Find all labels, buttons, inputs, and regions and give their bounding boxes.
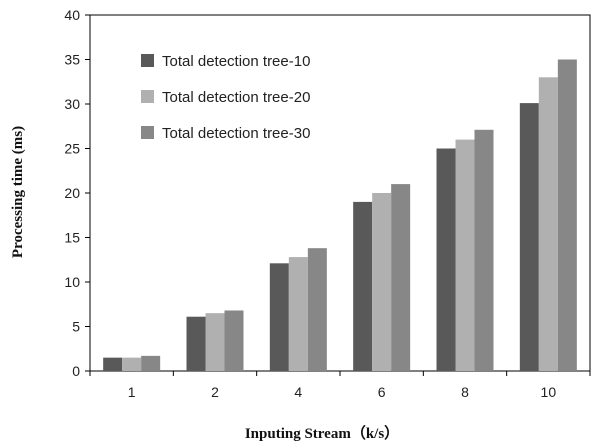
bar: [307, 248, 327, 371]
x-tick-label: 1: [128, 384, 136, 400]
bar: [103, 357, 123, 371]
legend-label: Total detection tree-20: [162, 89, 310, 106]
bar: [391, 184, 411, 371]
y-tick-label: 30: [64, 96, 80, 112]
bar: [474, 129, 494, 371]
y-tick-label: 10: [64, 274, 80, 290]
bar: [186, 316, 206, 371]
x-tick-label: 2: [211, 384, 219, 400]
y-tick-label: 20: [64, 185, 80, 201]
x-tick-label: 4: [294, 384, 302, 400]
bars: [103, 59, 577, 372]
bar: [436, 148, 456, 371]
bar: [353, 201, 373, 371]
y-tick-label: 25: [64, 141, 80, 157]
legend-swatch: [141, 126, 154, 139]
bar: [557, 59, 577, 371]
x-axis-title: Inputing Stream（k/s）: [245, 424, 399, 442]
y-axis: 0 5 10 15 20 25 30 35 40: [64, 7, 90, 379]
x-tick-label: 10: [541, 384, 557, 400]
y-tick-label: 0: [72, 363, 80, 379]
legend-label: Total detection tree-30: [162, 125, 310, 142]
bar: [519, 103, 539, 372]
x-tick-label: 8: [461, 384, 469, 400]
x-tick-label: 6: [378, 384, 386, 400]
y-tick-label: 40: [64, 7, 80, 23]
bar: [205, 313, 225, 371]
bar: [455, 139, 475, 371]
bar: [269, 263, 289, 371]
legend-swatch: [141, 54, 154, 67]
bar: [224, 310, 244, 371]
legend-swatch: [141, 90, 154, 103]
legend: Total detection tree-10 Total detection t…: [141, 53, 310, 142]
bar: [288, 257, 308, 371]
y-tick-label: 35: [64, 52, 80, 68]
y-axis-title: Processing time (ms): [10, 126, 26, 258]
bar: [372, 193, 392, 371]
x-axis: 1 2 4 6 8 10: [89, 371, 591, 400]
legend-label: Total detection tree-10: [162, 53, 310, 70]
bar: [538, 77, 558, 372]
bar: [122, 357, 142, 371]
y-tick-label: 5: [72, 319, 80, 335]
y-tick-label: 15: [64, 230, 80, 246]
bar: [141, 355, 161, 371]
